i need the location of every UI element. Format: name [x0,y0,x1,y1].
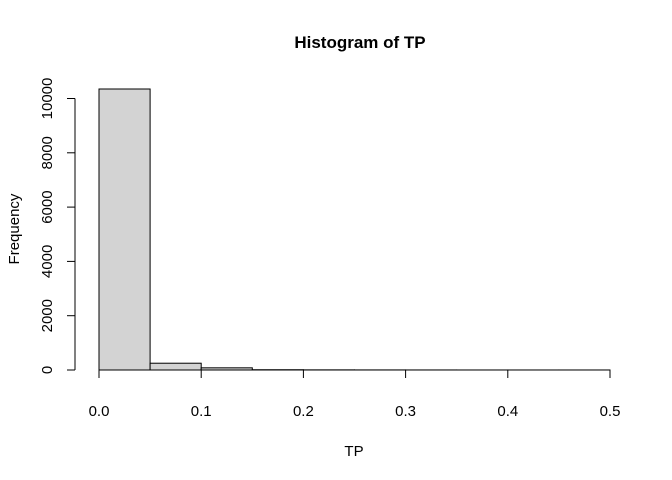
x-tick-label: 0.4 [497,403,518,420]
y-tick-label: 4000 [39,245,56,278]
histogram-bar [149,362,202,371]
y-axis: 0 2000 4000 6000 8000 10000 [39,78,76,374]
x-axis-label: TP [344,443,363,460]
bars-layer [98,88,611,371]
y-tick-label: 8000 [39,136,56,169]
y-tick-label: 10000 [39,78,56,120]
y-axis-label: Frequency [6,193,23,264]
x-tick-label: 0.1 [191,403,212,420]
chart-title: Histogram of TP [294,33,425,52]
y-tick-label: 2000 [39,299,56,332]
y-tick-label: 6000 [39,190,56,223]
x-tick-label: 0.2 [293,403,314,420]
x-axis: 0.0 0.1 0.2 0.3 0.4 0.5 [89,369,621,420]
x-tick-label: 0.0 [89,403,110,420]
x-tick-label: 0.5 [600,403,621,420]
x-tick-label: 0.3 [395,403,416,420]
y-tick-label: 0 [39,366,56,374]
histogram-bar [98,88,151,371]
